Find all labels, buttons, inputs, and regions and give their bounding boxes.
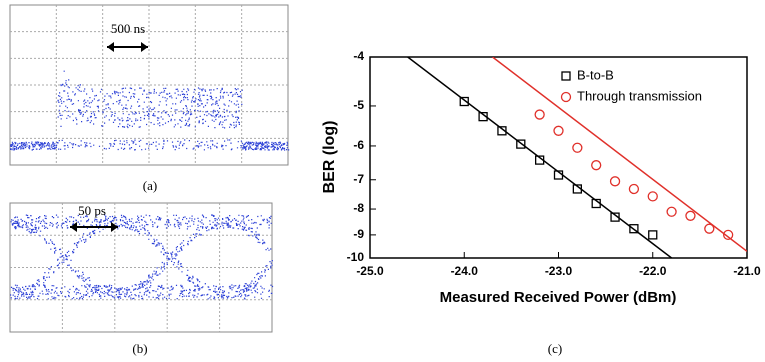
marker — [573, 143, 582, 152]
y-tick-label: -6 — [353, 138, 364, 152]
panel-b: 50 ps (b) — [10, 203, 273, 356]
marker — [705, 224, 714, 233]
panel-label: (b) — [132, 341, 147, 356]
marker — [611, 177, 620, 186]
marker — [686, 211, 695, 220]
scale-label: 50 ps — [78, 203, 106, 218]
x-tick-label: -22.0 — [639, 264, 667, 278]
legend-label: Through transmission — [577, 88, 702, 103]
x-tick-label: -23.0 — [545, 264, 573, 278]
panel-label: (a) — [143, 178, 157, 193]
y-tick-label: -8 — [353, 201, 364, 215]
marker — [554, 126, 563, 135]
legend-marker — [562, 93, 571, 102]
scale-label: 500 ns — [111, 21, 145, 36]
marker — [649, 231, 657, 239]
panel-label: (c) — [548, 341, 562, 356]
x-axis-label: Measured Received Power (dBm) — [440, 289, 677, 306]
panel-a: 500 ns (a) — [10, 5, 289, 193]
marker — [667, 207, 676, 216]
x-tick-label: -25.0 — [356, 264, 384, 278]
legend-label: B-to-B — [577, 67, 614, 82]
marker — [592, 161, 601, 170]
marker — [535, 110, 544, 119]
scope-frame — [10, 203, 272, 332]
marker — [648, 192, 657, 201]
y-tick-label: -9 — [353, 227, 364, 241]
y-tick-label: -10 — [347, 250, 365, 264]
panel-c: BER (log) Measured Received Power (dBm) … — [321, 49, 761, 356]
plot-frame — [370, 57, 747, 258]
fit-line — [493, 57, 747, 251]
x-tick-label: -24.0 — [451, 264, 479, 278]
fit-line — [408, 57, 672, 258]
figure: 500 ns (a) 50 ps (b) BER (log) Measured … — [0, 0, 765, 362]
y-tick-label: -4 — [353, 49, 364, 63]
y-tick-label: -7 — [353, 172, 364, 186]
y-tick-label: -5 — [353, 98, 364, 112]
legend-marker — [562, 72, 570, 80]
x-tick-label: -21.0 — [733, 264, 761, 278]
marker — [629, 184, 638, 193]
y-axis-label: BER (log) — [321, 121, 338, 194]
